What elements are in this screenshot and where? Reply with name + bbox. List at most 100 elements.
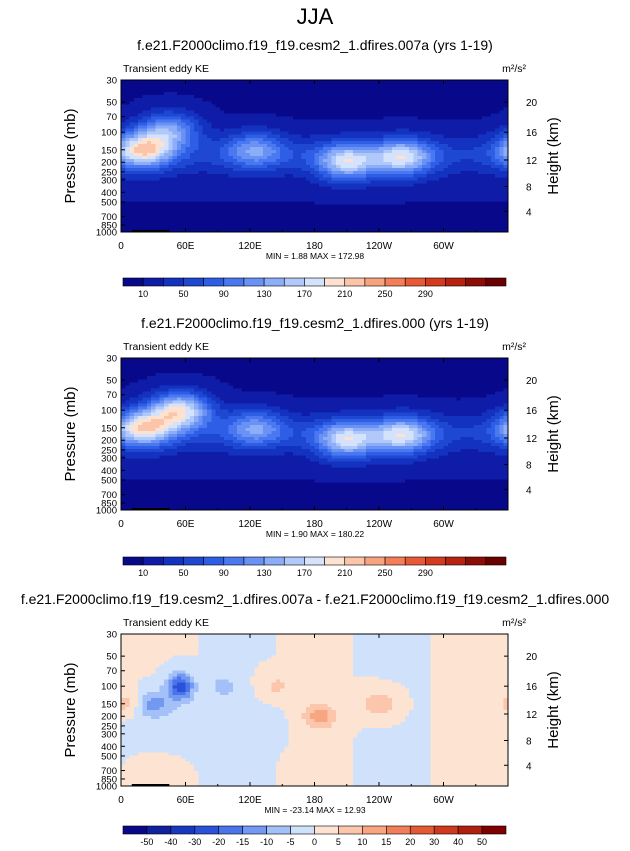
heatmap-cell xyxy=(413,213,419,218)
heatmap-cell xyxy=(142,177,148,181)
heatmap-cell xyxy=(164,104,169,108)
heatmap-cell xyxy=(232,189,238,193)
heatmap-cell xyxy=(490,122,496,126)
heatmap-cell xyxy=(396,225,401,230)
heatmap-cell xyxy=(379,149,384,154)
heatmap-cell xyxy=(426,80,431,84)
heatmap-cell xyxy=(443,174,449,178)
heatmap-cell xyxy=(353,146,358,151)
heatmap-cell xyxy=(215,186,221,190)
heatmap-cell xyxy=(284,83,290,87)
heatmap-cell xyxy=(181,156,186,160)
heatmap-cell xyxy=(469,162,474,166)
heatmap-cell xyxy=(207,128,212,133)
heatmap-cell xyxy=(237,228,242,233)
heatmap-cell xyxy=(189,95,195,99)
heatmap-cell xyxy=(297,107,302,111)
heatmap-cell xyxy=(129,171,135,175)
heatmap-cell xyxy=(237,113,242,117)
heatmap-cell xyxy=(133,219,139,224)
heatmap-cell xyxy=(430,228,436,233)
heatmap-cell xyxy=(469,122,474,126)
heatmap-cell xyxy=(477,180,483,184)
heatmap-cell xyxy=(207,92,212,96)
heatmap-cell xyxy=(469,367,474,371)
heatmap-cell xyxy=(323,128,328,133)
heatmap-cell xyxy=(447,86,453,90)
heatmap-cell xyxy=(383,198,388,202)
heatmap-cell xyxy=(353,134,358,139)
heatmap-cell xyxy=(310,143,315,148)
heatmap-cell xyxy=(125,134,130,139)
heatmap-cell xyxy=(374,83,380,87)
heatmap-cell xyxy=(176,183,182,187)
heatmap-cell xyxy=(344,101,350,105)
heatmap-cell xyxy=(142,143,148,148)
heatmap-cell xyxy=(202,364,208,368)
heatmap-cell xyxy=(370,219,376,224)
heatmap-cell xyxy=(275,204,281,209)
heatmap-cell xyxy=(482,367,487,371)
heatmap-cell xyxy=(348,210,354,215)
heatmap-cell xyxy=(185,122,191,126)
y-tick-label: 70 xyxy=(106,112,117,123)
heatmap-cell xyxy=(409,207,414,212)
heatmap-cell xyxy=(168,225,173,230)
heatmap-field xyxy=(121,358,509,511)
heatmap-cell xyxy=(189,210,195,215)
heatmap-cell xyxy=(250,165,255,169)
heatmap-cell xyxy=(434,219,440,224)
heatmap-cell xyxy=(434,122,440,126)
heatmap-cell xyxy=(374,210,380,215)
heatmap-cell xyxy=(194,119,199,123)
heatmap-cell xyxy=(353,92,358,96)
heatmap-cell xyxy=(426,361,431,365)
heatmap-cell xyxy=(348,159,354,163)
heatmap-cell xyxy=(379,80,384,84)
heatmap-cell xyxy=(215,95,221,99)
heatmap-cell xyxy=(241,198,247,202)
heatmap-cell xyxy=(473,83,479,87)
y-tick-label: 150 xyxy=(101,145,117,156)
heatmap-cell xyxy=(241,131,247,136)
heatmap-cell xyxy=(490,195,496,199)
heatmap-cell xyxy=(430,213,436,218)
heatmap-cell xyxy=(176,110,182,114)
heatmap-cell xyxy=(121,186,126,190)
heatmap-cell xyxy=(125,95,130,99)
heatmap-cell xyxy=(168,92,173,96)
heatmap-cell xyxy=(159,122,165,126)
heatmap-cell xyxy=(301,146,307,151)
y-tick-label: 700 xyxy=(101,212,117,223)
heatmap-cell xyxy=(155,146,161,151)
heatmap-cell xyxy=(258,156,264,160)
heatmap-cell xyxy=(374,86,380,90)
heatmap-cell xyxy=(374,143,380,148)
heatmap-cell xyxy=(439,143,444,148)
heatmap-cell xyxy=(469,149,474,154)
heatmap-cell xyxy=(181,370,186,374)
heatmap-cell xyxy=(439,222,444,227)
heatmap-cell xyxy=(473,180,479,184)
heatmap-cell xyxy=(357,89,363,93)
heatmap-cell xyxy=(340,219,345,224)
heatmap-cell xyxy=(314,86,320,90)
heatmap-cell xyxy=(133,143,139,148)
heatmap-cell xyxy=(391,364,397,368)
heatmap-cell xyxy=(138,146,143,151)
heatmap-cell xyxy=(409,146,414,151)
heatmap-cell xyxy=(275,104,281,108)
heatmap-cell xyxy=(310,156,315,160)
heatmap-cell xyxy=(452,146,457,151)
heatmap-cell xyxy=(159,364,165,368)
heatmap-cell xyxy=(245,219,251,224)
heatmap-cell xyxy=(267,168,272,172)
heatmap-cell xyxy=(237,125,242,130)
heatmap-cell xyxy=(379,101,384,105)
heatmap-cell xyxy=(400,186,406,190)
heatmap-cell xyxy=(185,89,191,93)
heatmap-cell xyxy=(391,165,397,169)
heatmap-cell xyxy=(490,207,496,212)
heatmap-cell xyxy=(301,140,307,145)
